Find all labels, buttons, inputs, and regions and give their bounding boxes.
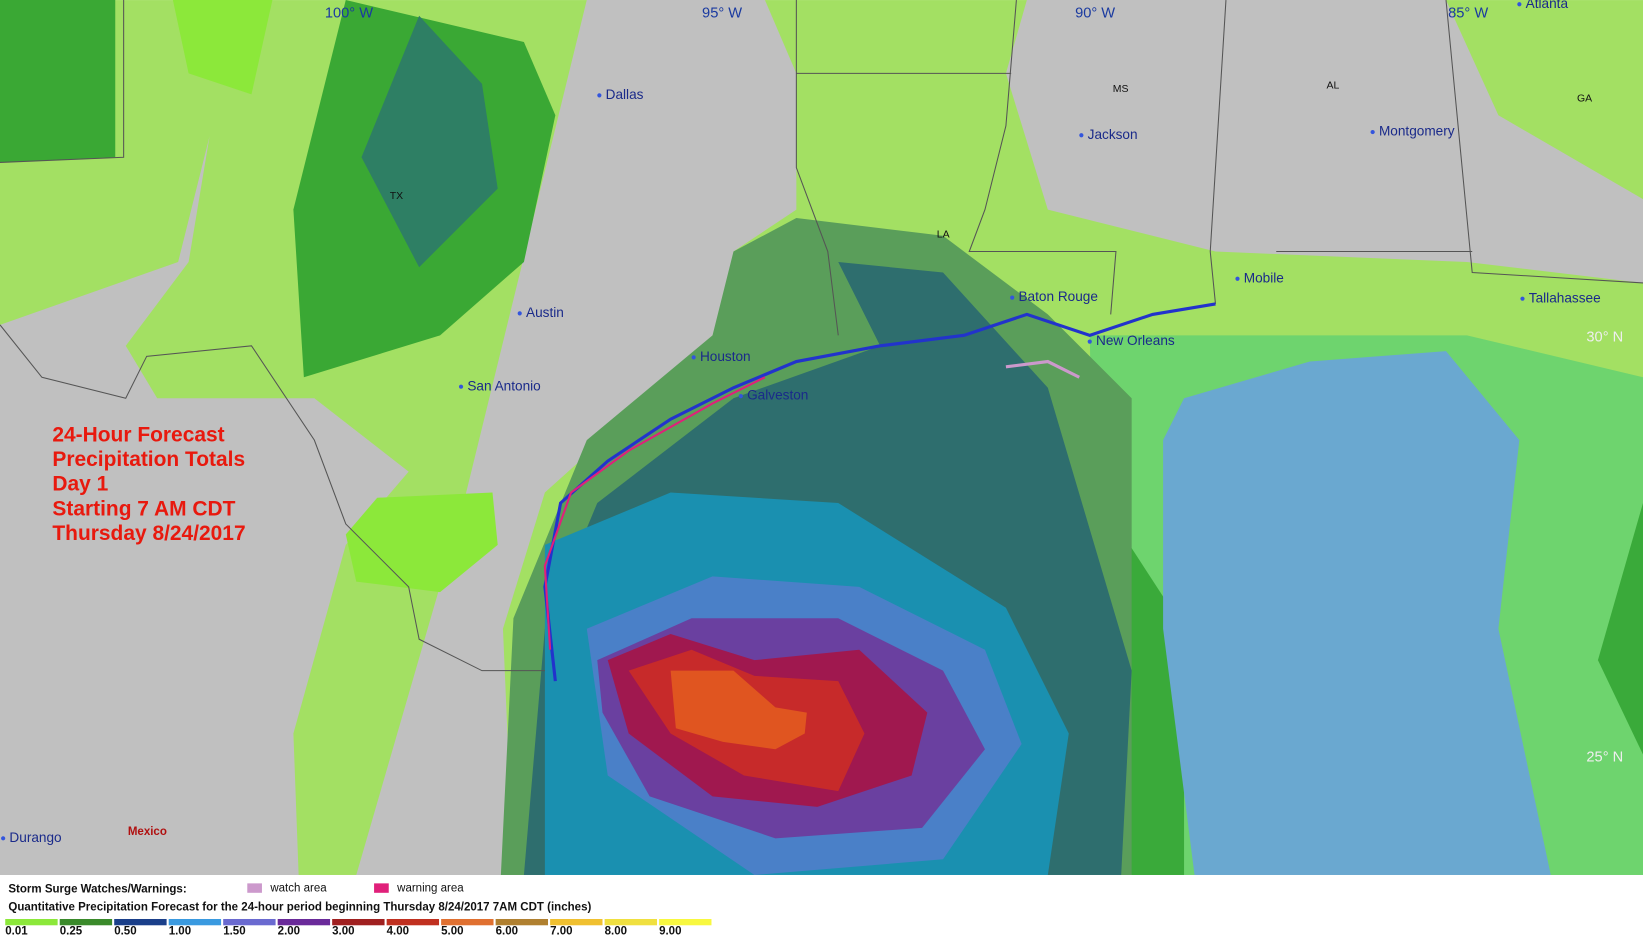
scale-swatch <box>332 918 385 926</box>
scale-swatch <box>277 918 331 926</box>
scale-label: 2.00 <box>278 926 300 938</box>
city-label: Tallahassee <box>1529 290 1601 305</box>
scale-label: 6.00 <box>496 926 518 938</box>
state-label: TX <box>390 191 403 202</box>
title-line: Precipitation Totals <box>52 448 245 471</box>
scale-label: 5.00 <box>441 926 463 938</box>
city-dot <box>738 394 743 399</box>
surge-label: warning area <box>396 883 464 895</box>
scale-swatch <box>114 918 167 926</box>
state-label: GA <box>1577 93 1592 104</box>
city-label: Galveston <box>747 388 808 403</box>
surge-label: watch area <box>269 883 327 895</box>
city-label: Houston <box>700 349 751 364</box>
title-line: Day 1 <box>52 473 108 496</box>
scale-swatch <box>59 918 113 926</box>
city-label: San Antonio <box>467 378 540 393</box>
state-label: MS <box>1113 84 1129 95</box>
city-dot <box>597 93 602 98</box>
city-label: New Orleans <box>1096 333 1175 348</box>
city-dot <box>1370 129 1375 135</box>
qpf-title: Quantitative Precipitation Forecast for … <box>8 902 591 914</box>
legend-background <box>0 874 1643 940</box>
scale-label: 9.00 <box>659 926 681 938</box>
longitude-label: 95° W <box>702 6 742 22</box>
city-label: Baton Rouge <box>1018 289 1097 304</box>
surge-swatch <box>374 883 389 893</box>
scale-swatch <box>550 918 603 926</box>
city-label: Atlanta <box>1526 0 1569 11</box>
legend: Storm Surge Watches/Warnings: watch area w… <box>5 883 712 938</box>
city-label: Montgomery <box>1379 124 1455 139</box>
city-dot <box>517 311 522 316</box>
longitude-label: 90° W <box>1075 6 1115 22</box>
scale-swatch <box>5 918 58 926</box>
scale-swatch <box>223 918 276 926</box>
title-line: Starting 7 AM CDT <box>52 497 235 520</box>
city-dot <box>458 384 464 389</box>
city-dot <box>1235 276 1240 281</box>
coastline-surge <box>543 302 1216 682</box>
city-dot <box>1079 133 1084 138</box>
surge-swatch <box>247 883 262 893</box>
latitude-label: 25° N <box>1586 750 1623 766</box>
scale-label: 0.25 <box>60 926 83 938</box>
scale-label: 0.01 <box>5 926 28 938</box>
scale-label: 1.50 <box>223 926 245 938</box>
scale-swatch <box>604 918 657 926</box>
scale-swatch <box>386 918 440 926</box>
city-dot <box>1010 295 1015 300</box>
country-label: Mexico <box>128 826 167 838</box>
scale-label: 7.00 <box>550 926 572 938</box>
scale-label: 1.00 <box>169 926 191 938</box>
scale-label: 4.00 <box>387 926 409 938</box>
state-label: LA <box>937 230 950 241</box>
city-dot <box>1520 296 1525 301</box>
scale-swatch <box>495 918 549 926</box>
scale-label: 8.00 <box>605 926 627 938</box>
city-dot <box>691 355 696 360</box>
city-label: Durango <box>9 830 61 845</box>
city-dot <box>1087 339 1092 344</box>
precip-contours <box>0 0 1643 875</box>
scale-swatch <box>168 918 222 926</box>
city-label: Austin <box>526 305 564 320</box>
scale-label: 3.00 <box>332 926 354 938</box>
title-line: Thursday 8/24/2017 <box>52 522 245 545</box>
longitude-label: 85° W <box>1448 6 1488 22</box>
state-label: AL <box>1327 81 1340 92</box>
city-label: Mobile <box>1244 270 1284 285</box>
city-dot <box>1 836 6 841</box>
city-dot <box>1517 2 1522 7</box>
latitude-label: 30° N <box>1586 329 1623 345</box>
title-line: 24-Hour Forecast <box>52 423 224 446</box>
scale-label: 0.50 <box>114 926 136 938</box>
scale-swatch <box>441 918 494 926</box>
city-label: Jackson <box>1088 127 1138 142</box>
land-gray <box>0 0 1643 875</box>
surge-title: Storm Surge Watches/Warnings: <box>8 884 186 896</box>
city-label: Dallas <box>606 87 644 102</box>
borders <box>0 0 1643 672</box>
scale-swatch <box>659 918 712 926</box>
longitude-label: 100° W <box>325 6 373 22</box>
